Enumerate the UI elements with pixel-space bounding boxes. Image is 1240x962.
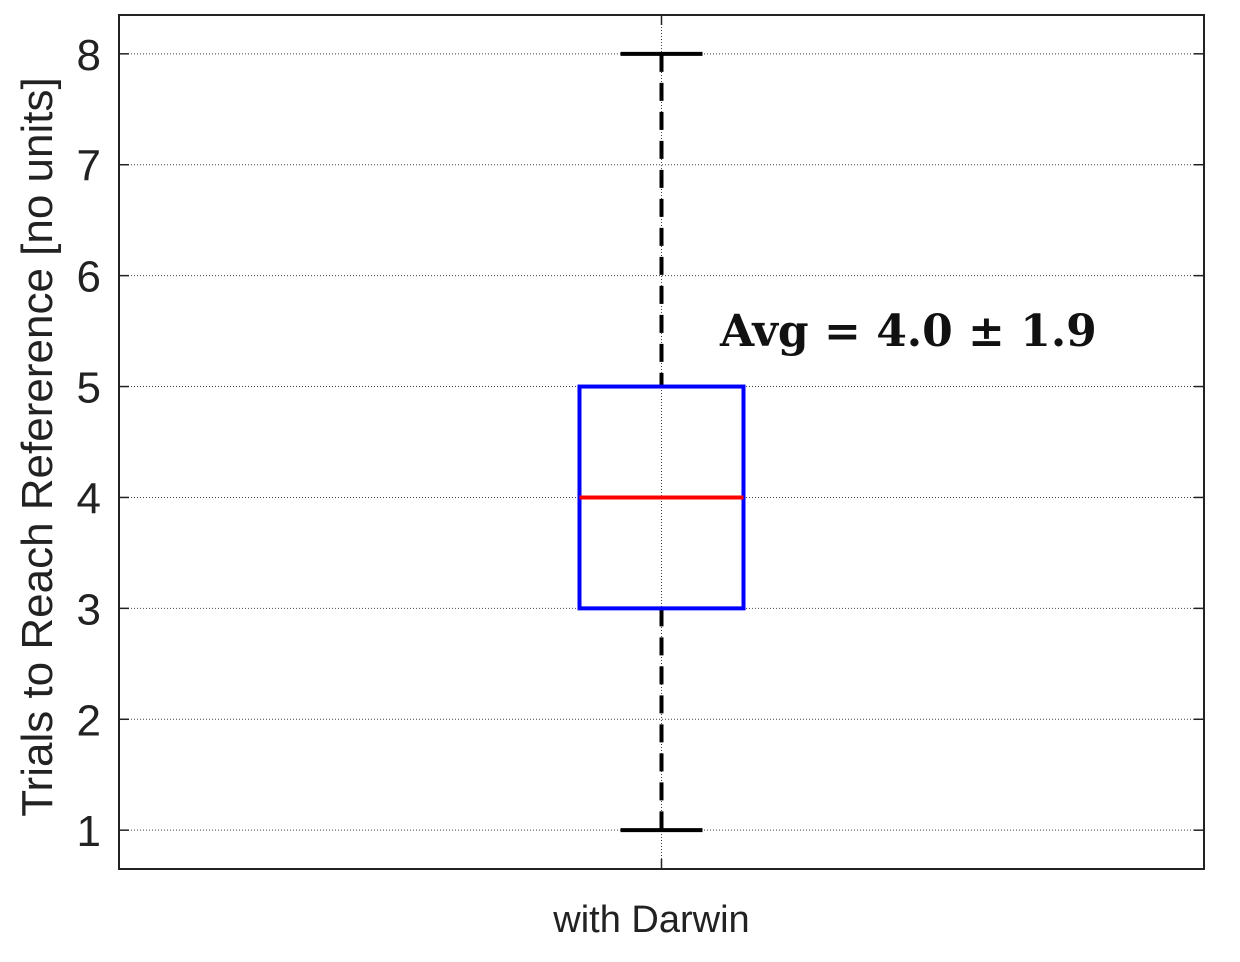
x-category-label: with Darwin — [552, 899, 749, 941]
box-marks — [577, 51, 746, 833]
y-tick-label: 2 — [77, 696, 101, 745]
y-axis-ticks: 1 2 3 4 5 6 7 8 — [77, 15, 1204, 869]
y-axis-label: Trials to Reach Refererence [no units] — [13, 77, 62, 816]
y-tick-label: 5 — [77, 364, 101, 413]
y-tick-label: 6 — [77, 253, 101, 302]
x-axis-categories: with Darwin — [552, 899, 749, 941]
y-tick-label: 3 — [77, 585, 101, 634]
y-tick-label: 7 — [77, 142, 101, 191]
average-annotation: Avg = 4.0 ± 1.9 — [719, 306, 1097, 357]
y-tick-label: 4 — [77, 474, 101, 523]
y-tick-label: 1 — [77, 807, 101, 856]
y-tick-label: 8 — [77, 31, 101, 80]
